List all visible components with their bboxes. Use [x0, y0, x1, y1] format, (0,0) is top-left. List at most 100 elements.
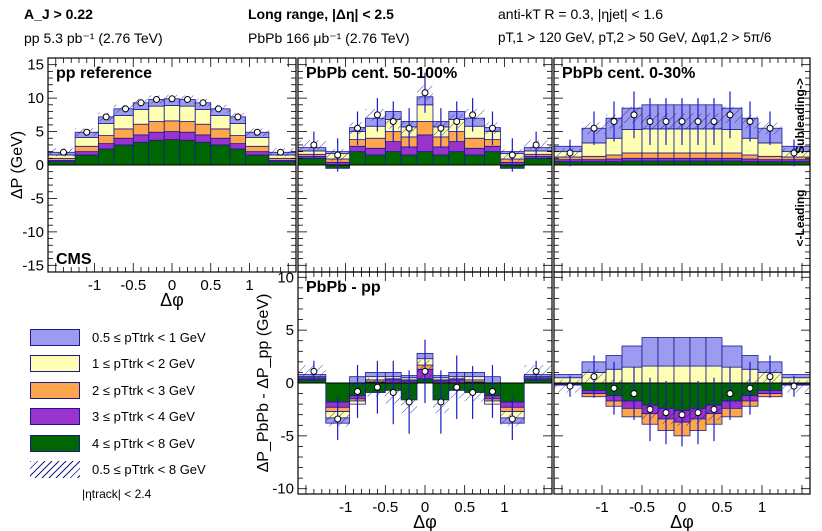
- bar-segment: [47, 161, 76, 166]
- bar-segment: [581, 161, 607, 166]
- bar-segment: [194, 109, 212, 125]
- bar-segment: [641, 160, 659, 166]
- data-point: [122, 105, 129, 113]
- bar-segment: [194, 141, 212, 166]
- bar-segment: [210, 128, 231, 139]
- data-point: [373, 111, 381, 119]
- bar-segment: [689, 160, 707, 166]
- bar-segment: [705, 157, 723, 162]
- bar-segment: [448, 151, 466, 166]
- data-point: [532, 367, 540, 375]
- bar-segment: [229, 123, 247, 136]
- legend-eta-cut: |ηtrack| < 2.4: [82, 487, 152, 501]
- legend-item: 0.5 ≤ pTtrk < 1 GeV: [30, 324, 206, 351]
- bar-segment: [268, 161, 297, 166]
- bar-segment: [97, 143, 115, 150]
- bar-segment: [245, 154, 270, 166]
- bar-segment: [163, 131, 181, 140]
- data-point: [532, 141, 540, 149]
- bar-segment: [705, 337, 723, 367]
- data-point: [373, 383, 381, 391]
- data-point: [421, 89, 429, 97]
- bar-segment: [689, 365, 707, 384]
- bar-segment: [210, 137, 231, 146]
- header-pp-lumi: pp 5.3 pb⁻¹ (2.76 TeV): [24, 30, 163, 46]
- bar-segment: [194, 134, 212, 143]
- panel-5: -1 -0.5 0 0.5 1 Δφ: [553, 271, 811, 531]
- bar-segment: [621, 152, 643, 159]
- bar-segment: [464, 125, 485, 139]
- bar-segment: [621, 160, 643, 166]
- bar-segment: [448, 141, 466, 153]
- bar-segment: [721, 129, 743, 154]
- data-point: [590, 373, 598, 381]
- header-pt-cuts: pT,1 > 120 GeV, pT,2 > 50 GeV, Δφ1,2 > 5…: [498, 30, 772, 45]
- data-point: [678, 411, 686, 419]
- bar-segment: [781, 374, 811, 379]
- legend-swatch: [30, 328, 80, 346]
- bar-segment: [416, 151, 434, 166]
- bar-segment: [464, 147, 485, 156]
- y-tick-label: -15: [22, 257, 44, 274]
- data-point: [437, 398, 445, 406]
- data-point: [746, 118, 754, 126]
- data-point: [354, 387, 362, 395]
- data-point: [694, 118, 702, 126]
- bar-segment: [229, 148, 247, 166]
- bar-segment: [641, 157, 659, 162]
- bar-segment: [741, 161, 759, 166]
- data-point: [646, 405, 654, 413]
- data-point: [610, 118, 618, 126]
- data-point: [389, 118, 397, 126]
- data-point: [421, 367, 429, 375]
- bar-segment: [705, 152, 723, 159]
- bar-segment: [673, 365, 691, 384]
- bar-segment: [464, 376, 485, 381]
- data-point: [488, 124, 496, 132]
- y-tick-label: 0: [286, 375, 294, 392]
- bar-segment: [605, 158, 623, 163]
- bar-segment: [757, 155, 783, 161]
- y-tick-label: 5: [36, 124, 44, 141]
- data-point: [694, 409, 702, 417]
- data-point: [630, 390, 638, 398]
- legend-item: 1 ≤ pTtrk < 2 GeV: [30, 351, 206, 378]
- x-tick-label: 0.5: [712, 499, 733, 516]
- panel-4: -10 -5 0 5 10 -1 -0.5 0 0.5 1 Δφ ΔP_PbPb - ΔP_pp (G…: [255, 269, 553, 531]
- bar-segment: [384, 151, 402, 166]
- x-tick-label: 0.5: [200, 277, 221, 294]
- legend-label: 2 ≤ pTtrk < 3 GeV: [92, 382, 195, 398]
- bar-segment: [132, 141, 150, 166]
- bar-segment: [229, 143, 247, 150]
- bar-segment: [400, 154, 418, 166]
- bar-segment: [74, 145, 99, 153]
- bar-segment: [384, 141, 402, 153]
- x-tick-label: 1: [758, 499, 766, 516]
- data-point: [184, 95, 191, 103]
- bar-segment: [365, 125, 386, 139]
- bar-segment: [673, 337, 691, 367]
- legend-item: 4 ≤ pTtrk < 8 GeV: [30, 430, 206, 457]
- data-point: [790, 149, 798, 157]
- y-tick-label: 0: [36, 157, 44, 174]
- legend-swatch: [30, 408, 80, 426]
- legend-label: 0.5 ≤ pTtrk < 8 GeV: [92, 462, 206, 478]
- legend: 0.5 ≤ pTtrk < 1 GeV 1 ≤ pTtrk < 2 GeV 2 …: [30, 324, 206, 501]
- data-point: [790, 382, 798, 390]
- data-point: [253, 128, 261, 136]
- x-tick-label: -0.5: [372, 499, 398, 516]
- data-point: [566, 382, 574, 390]
- x-tick-label: 0: [168, 277, 176, 294]
- bar-segment: [464, 154, 485, 166]
- data-point: [646, 118, 654, 126]
- panel-2: PbPb cent. 50-100%: [297, 57, 553, 273]
- bar-segment: [721, 160, 743, 166]
- bar-segment: [349, 145, 366, 153]
- x-axis-label: Δφ: [160, 290, 184, 310]
- bar-segment: [605, 154, 623, 160]
- bar-segment: [689, 152, 707, 159]
- data-point: [766, 373, 774, 381]
- bar-segment: [705, 160, 723, 166]
- legend-label: 1 ≤ pTtrk < 2 GeV: [92, 356, 195, 372]
- data-point: [334, 415, 342, 423]
